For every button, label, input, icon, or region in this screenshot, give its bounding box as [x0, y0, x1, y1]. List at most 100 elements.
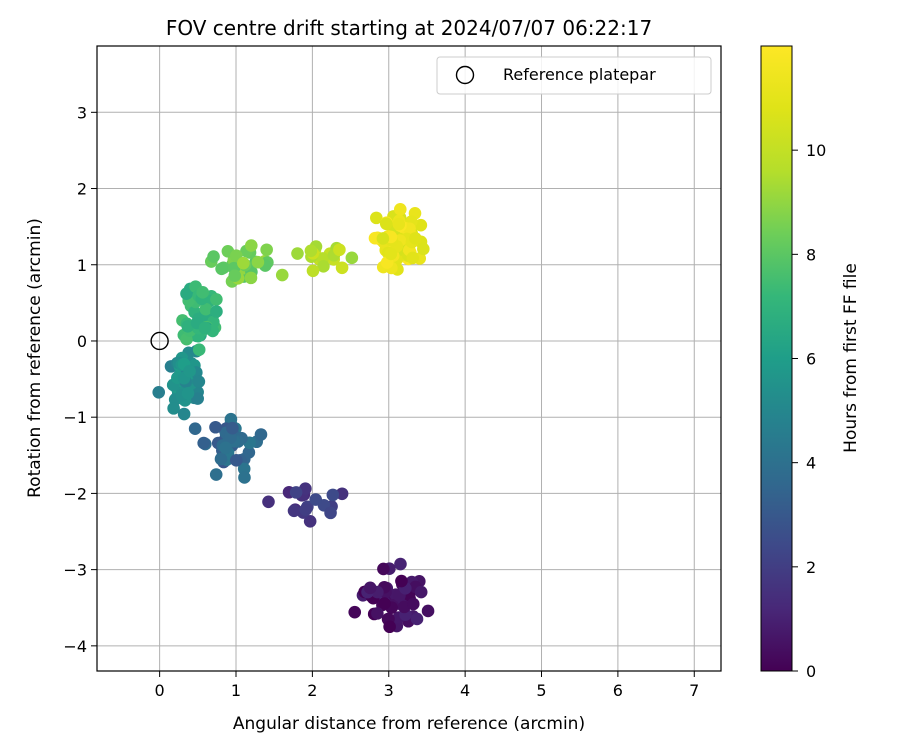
data-point: [392, 217, 406, 231]
data-point: [199, 302, 213, 316]
y-axis-label: Rotation from reference (arcmin): [25, 218, 45, 498]
x-axis-label: Angular distance from reference (arcmin): [233, 714, 585, 734]
data-point: [219, 441, 232, 455]
data-point: [348, 605, 362, 619]
data-point: [287, 504, 301, 518]
data-point: [260, 243, 273, 257]
colorbar-label: Hours from first FF file: [841, 263, 861, 453]
colorbar-ticks: 0 2 4 6 8 10: [792, 141, 826, 681]
data-point: [371, 607, 384, 620]
data-point: [192, 375, 206, 388]
data-point: [209, 468, 223, 481]
data-point: [209, 420, 222, 434]
data-point: [183, 364, 196, 378]
data-point: [317, 260, 330, 273]
y-axis: −4 −3 −2 −1 0 1 2 3: [63, 103, 97, 656]
data-point: [326, 488, 340, 502]
data-point: [304, 244, 318, 258]
data-point: [167, 402, 180, 415]
data-point: [379, 217, 393, 231]
data-point: [254, 428, 268, 441]
data-point: [394, 557, 407, 571]
legend-label: Reference platepar: [503, 65, 656, 84]
x-axis: 0 1 2 3 4 5 6 7: [155, 671, 699, 700]
data-point: [309, 493, 323, 506]
data-point: [291, 247, 304, 260]
data-point: [303, 514, 317, 528]
data-point: [244, 271, 258, 285]
reference-platepar-marker: [150, 331, 169, 351]
data-point: [177, 407, 191, 421]
data-point: [393, 203, 407, 216]
data-point: [251, 255, 265, 269]
y-tick-label: 2: [77, 180, 87, 199]
x-tick-label: 4: [460, 681, 470, 700]
data-point: [333, 243, 346, 257]
data-point: [406, 597, 420, 611]
x-tick-label: 0: [155, 681, 165, 700]
data-point: [198, 321, 212, 335]
data-point: [215, 262, 228, 276]
data-point: [207, 250, 220, 263]
data-point: [238, 471, 251, 484]
data-point: [228, 269, 242, 282]
data-point: [289, 486, 303, 499]
data-point: [181, 387, 195, 400]
y-tick-label: 3: [77, 103, 87, 122]
data-point: [188, 422, 202, 435]
chart-title: FOV centre drift starting at 2024/07/07 …: [166, 16, 652, 40]
data-point: [383, 620, 396, 634]
scatter-points: [150, 203, 435, 634]
data-point: [410, 612, 424, 626]
data-point: [192, 343, 206, 357]
data-point: [180, 287, 193, 301]
data-point: [191, 392, 204, 405]
data-point: [244, 239, 258, 252]
colorbar-tick-label: 0: [806, 662, 816, 681]
data-point: [384, 247, 398, 261]
data-point: [414, 585, 428, 599]
y-tick-label: −4: [63, 637, 87, 656]
data-point: [275, 268, 289, 282]
data-point: [363, 581, 377, 595]
colorbar-tick-label: 6: [806, 350, 816, 369]
x-tick-label: 3: [384, 681, 394, 700]
data-point: [409, 232, 422, 245]
legend-box: [436, 56, 712, 95]
y-tick-label: 0: [77, 332, 87, 351]
x-tick-label: 2: [307, 681, 317, 700]
x-tick-label: 7: [689, 681, 699, 700]
x-tick-label: 5: [536, 681, 546, 700]
colorbar-tick-label: 8: [806, 245, 816, 264]
data-point: [229, 453, 243, 467]
x-tick-label: 1: [231, 681, 241, 700]
data-point: [152, 385, 166, 399]
x-tick-label: 6: [613, 681, 623, 700]
legend-marker: [455, 65, 475, 85]
data-point: [335, 487, 349, 501]
y-tick-label: −2: [63, 484, 87, 503]
data-point: [378, 597, 391, 610]
data-point: [377, 562, 390, 576]
data-point: [210, 305, 223, 318]
data-point: [335, 261, 349, 275]
data-point: [421, 604, 435, 618]
data-point: [197, 436, 210, 450]
data-point: [299, 503, 312, 517]
data-point: [376, 232, 390, 245]
data-point: [306, 264, 320, 278]
y-tick-label: −3: [63, 561, 87, 580]
data-point: [224, 431, 237, 444]
data-point: [417, 242, 430, 256]
colorbar: [760, 45, 793, 672]
legend: Reference platepar: [436, 56, 712, 95]
colorbar-tick-label: 4: [806, 454, 816, 473]
data-point: [395, 574, 408, 588]
data-point: [196, 286, 210, 299]
data-point: [406, 251, 420, 265]
data-point: [214, 452, 228, 466]
colorbar-tick-label: 2: [806, 558, 816, 577]
data-point: [237, 256, 250, 270]
colorbar-tick-label: 10: [806, 141, 826, 160]
